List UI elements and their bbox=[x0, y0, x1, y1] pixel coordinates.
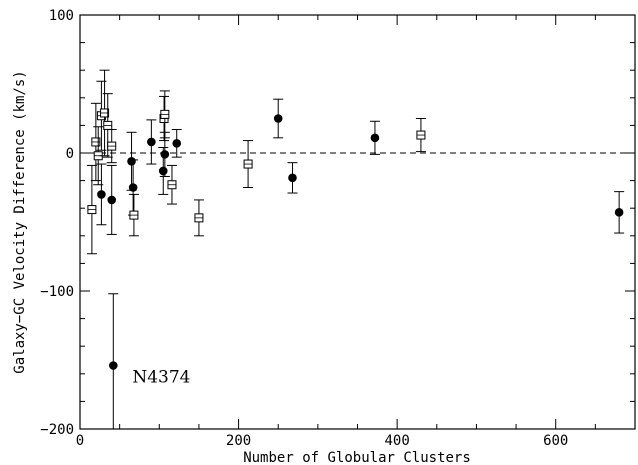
annotation-n4374: N4374 bbox=[132, 368, 190, 388]
y-tick-label: −200 bbox=[40, 422, 74, 438]
point-filled-circle bbox=[614, 208, 624, 217]
y-tick-label: −100 bbox=[40, 284, 74, 300]
point-filled-circle bbox=[370, 133, 380, 143]
x-tick-label: 400 bbox=[384, 433, 409, 449]
y-tick-label: 0 bbox=[66, 146, 74, 162]
point-filled-circle bbox=[288, 173, 297, 183]
x-tick-label: 200 bbox=[226, 433, 251, 449]
point-filled-circle bbox=[160, 150, 170, 159]
point-filled-circle bbox=[127, 156, 136, 166]
x-tick-label: 600 bbox=[543, 433, 568, 449]
point-filled-circle bbox=[128, 183, 138, 192]
point-filled-circle bbox=[273, 114, 283, 123]
axis-ticks bbox=[79, 14, 636, 430]
y-axis-title: Galaxy−GC Velocity Difference (km/s) bbox=[12, 70, 28, 373]
tick-labels: 0 200 400 600 −200 −100 0 100 bbox=[40, 8, 568, 449]
x-axis-title: Number of Globular Clusters bbox=[243, 450, 471, 465]
point-filled-circle bbox=[158, 166, 168, 176]
point-filled-circle bbox=[109, 361, 118, 370]
point-filled-circle bbox=[147, 137, 156, 147]
y-tick-label: 100 bbox=[49, 8, 74, 24]
x-tick-label: 0 bbox=[76, 433, 84, 449]
point-filled-circle bbox=[97, 190, 106, 199]
point-filled-circle bbox=[172, 139, 182, 148]
data-points bbox=[86, 69, 625, 429]
point-filled-circle bbox=[107, 195, 117, 205]
